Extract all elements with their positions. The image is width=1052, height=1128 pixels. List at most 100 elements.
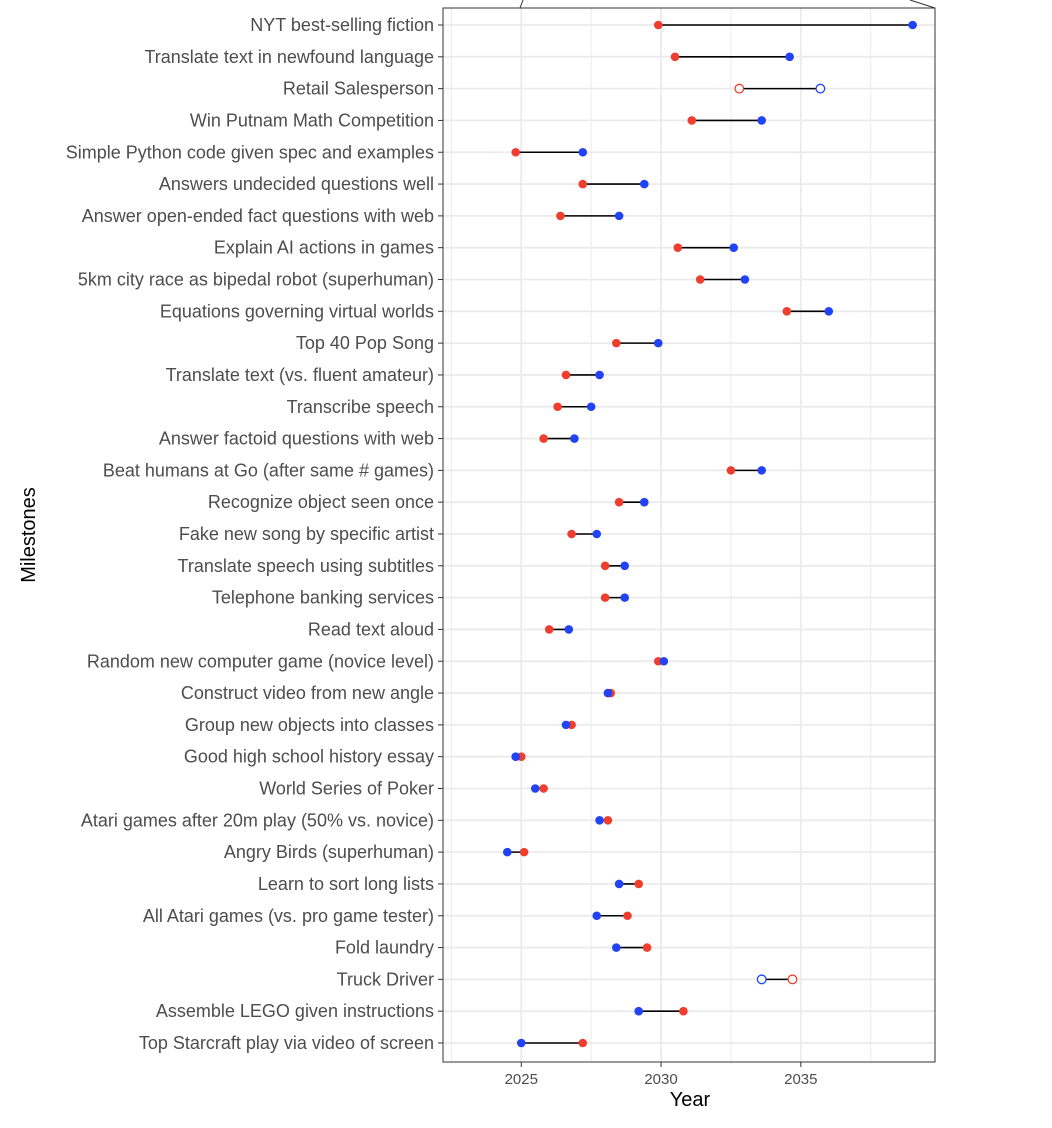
- red-point: [553, 402, 562, 412]
- blue-point: [564, 625, 574, 634]
- blue-point: [502, 847, 512, 857]
- red-point: [642, 943, 652, 952]
- y-tick-label: Truck Driver: [337, 969, 434, 989]
- y-tick-label: Retail Salesperson: [283, 79, 434, 99]
- red-point: [578, 1038, 588, 1048]
- blue-point: [578, 147, 588, 157]
- blue-point: [530, 784, 540, 793]
- blue-point: [620, 561, 630, 571]
- blue-point: [612, 943, 621, 952]
- blue-point: [639, 497, 649, 507]
- y-tick-label: World Series of Poker: [259, 779, 434, 799]
- red-point: [567, 529, 576, 539]
- blue-point: [561, 720, 571, 730]
- x-axis-title: Year: [670, 1089, 711, 1111]
- y-tick-label: All Atari games (vs. pro game tester): [143, 906, 434, 926]
- y-tick-label: Telephone banking services: [212, 588, 434, 608]
- x-tick-label: 2025: [505, 1071, 538, 1088]
- red-point: [634, 879, 643, 889]
- blue-point: [603, 688, 613, 698]
- y-tick-label: Group new objects into classes: [185, 715, 434, 735]
- red-point: [623, 911, 632, 921]
- y-tick-label: Good high school history essay: [184, 747, 434, 767]
- red-point: [600, 561, 610, 571]
- red-point: [600, 593, 610, 602]
- y-tick-label: Top 40 Pop Song: [296, 333, 434, 353]
- red-point: [782, 307, 792, 316]
- y-tick-label: Top Starcraft play via video of screen: [139, 1033, 434, 1053]
- red-point: [539, 434, 548, 443]
- blue-point: [570, 434, 579, 443]
- blue-point: [757, 116, 766, 125]
- red-point: [673, 243, 683, 252]
- y-tick-label: Read text aloud: [308, 619, 434, 639]
- top-edge-mark-left: [519, 0, 524, 9]
- red-point: [679, 1006, 688, 1016]
- blue-point: [595, 370, 604, 380]
- blue-point: [908, 20, 917, 30]
- red-point: [578, 179, 588, 189]
- blue-point: [511, 752, 520, 761]
- y-tick-label: Translate text in newfound language: [144, 47, 434, 67]
- y-tick-label: Answer open-ended fact questions with we…: [82, 206, 434, 226]
- blue-point: [729, 243, 739, 252]
- blue-point: [757, 466, 766, 475]
- red-point: [519, 847, 529, 857]
- blue-point: [592, 911, 602, 921]
- y-tick-label: Atari games after 20m play (50% vs. novi…: [81, 810, 434, 830]
- y-axis-title: Milestones: [18, 487, 40, 583]
- blue-point: [595, 816, 604, 825]
- y-tick-label: Learn to sort long lists: [258, 874, 434, 894]
- y-tick-label: NYT best-selling fiction: [250, 15, 434, 35]
- panel-border: [442, 7, 936, 1063]
- red-point: [603, 816, 613, 825]
- red-point: [612, 338, 621, 348]
- y-tick-label: Angry Birds (superhuman): [224, 842, 434, 862]
- gridlines: [443, 8, 935, 1062]
- y-tick-label: Equations governing virtual worlds: [160, 301, 434, 321]
- y-tick-label: Explain AI actions in games: [214, 238, 434, 258]
- red-point: [561, 370, 571, 380]
- blue-point: [620, 593, 630, 602]
- red-point: [687, 116, 697, 125]
- blue-point: [659, 656, 669, 666]
- red-point: [670, 52, 680, 62]
- blue-point: [653, 338, 663, 348]
- red-point: [614, 497, 624, 507]
- red-point: [726, 466, 736, 475]
- y-tick-label: Fold laundry: [335, 938, 434, 958]
- y-tick-label: Construct video from new angle: [181, 683, 434, 703]
- y-tick-label: Simple Python code given spec and exampl…: [66, 142, 434, 162]
- y-tick-label: Transcribe speech: [287, 397, 434, 417]
- blue-point: [614, 879, 624, 889]
- blue-point: [639, 179, 649, 189]
- red-point: [556, 211, 565, 221]
- x-tick-labels: 2025 2030 2035: [505, 1062, 818, 1088]
- blue-point: [592, 529, 602, 539]
- blue-point: [614, 211, 624, 221]
- y-tick-label: Win Putnam Math Competition: [190, 110, 434, 130]
- blue-point: [756, 974, 767, 985]
- red-point: [695, 275, 705, 284]
- blue-point: [824, 307, 834, 316]
- red-point: [511, 147, 520, 157]
- red-point: [787, 974, 798, 985]
- blue-point: [815, 83, 826, 94]
- top-edge-mark-right: [909, 0, 936, 9]
- y-tick-labels: NYT best-selling fiction Translate text i…: [66, 15, 443, 1053]
- y-tick-label: Translate text (vs. fluent amateur): [166, 365, 434, 385]
- y-tick-label: 5km city race as bipedal robot (superhum…: [78, 270, 434, 290]
- y-tick-label: Translate speech using subtitles: [178, 556, 434, 576]
- red-point: [544, 625, 554, 634]
- red-point: [653, 20, 663, 30]
- blue-point: [740, 275, 750, 284]
- blue-point: [586, 402, 596, 412]
- blue-point: [516, 1038, 526, 1048]
- blue-point: [634, 1006, 643, 1016]
- y-tick-label: Assemble LEGO given instructions: [156, 1001, 434, 1021]
- points: [502, 20, 917, 1048]
- y-tick-label: Recognize object seen once: [208, 492, 434, 512]
- y-tick-label: Fake new song by specific artist: [179, 524, 434, 544]
- y-tick-label: Random new computer game (novice level): [87, 651, 434, 671]
